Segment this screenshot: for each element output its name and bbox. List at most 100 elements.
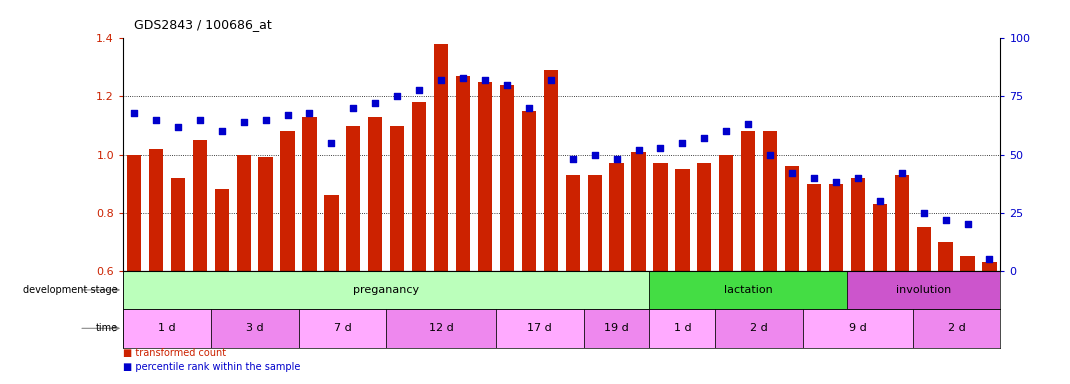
Point xyxy=(213,128,230,134)
Bar xyxy=(544,70,557,271)
Bar xyxy=(807,184,821,271)
Point xyxy=(476,77,493,83)
Point xyxy=(696,135,713,141)
Bar xyxy=(522,111,536,271)
Text: GDS2843 / 100686_at: GDS2843 / 100686_at xyxy=(134,18,272,31)
Bar xyxy=(478,82,492,271)
Point xyxy=(915,210,932,216)
Text: 12 d: 12 d xyxy=(429,323,454,333)
Text: 1 d: 1 d xyxy=(674,323,691,333)
Bar xyxy=(654,163,668,271)
Point xyxy=(367,100,384,106)
Point xyxy=(827,179,844,185)
Point xyxy=(783,170,800,176)
Bar xyxy=(566,175,580,271)
Text: 17 d: 17 d xyxy=(528,323,552,333)
Point xyxy=(718,128,735,134)
Point xyxy=(586,152,603,158)
Point xyxy=(192,117,209,123)
Bar xyxy=(829,184,843,271)
Bar xyxy=(719,155,733,271)
Bar xyxy=(913,309,1000,348)
Point xyxy=(850,175,867,181)
Point xyxy=(893,170,911,176)
Bar xyxy=(982,262,996,271)
Bar xyxy=(434,44,448,271)
Bar xyxy=(123,271,649,309)
Bar xyxy=(675,169,689,271)
Point xyxy=(125,110,142,116)
Bar xyxy=(917,227,931,271)
Point xyxy=(455,75,472,81)
Text: preganancy: preganancy xyxy=(353,285,419,295)
Bar xyxy=(895,175,908,271)
Bar xyxy=(127,155,141,271)
Bar xyxy=(259,157,273,271)
Bar xyxy=(171,178,185,271)
Point xyxy=(388,93,406,99)
Bar xyxy=(584,309,649,348)
Bar xyxy=(299,309,386,348)
Point xyxy=(411,86,428,93)
Bar xyxy=(500,85,514,271)
Point xyxy=(279,112,296,118)
Bar xyxy=(324,195,338,271)
Bar xyxy=(961,256,975,271)
Text: 19 d: 19 d xyxy=(605,323,629,333)
Bar xyxy=(587,175,601,271)
Point xyxy=(148,117,165,123)
Text: 7 d: 7 d xyxy=(334,323,351,333)
Bar xyxy=(785,166,799,271)
Point xyxy=(981,256,998,262)
Bar xyxy=(802,309,913,348)
Bar xyxy=(391,126,404,271)
Text: development stage: development stage xyxy=(24,285,118,295)
Bar xyxy=(742,131,755,271)
Text: 2 d: 2 d xyxy=(948,323,965,333)
Bar xyxy=(631,152,645,271)
Text: 2 d: 2 d xyxy=(750,323,768,333)
Point xyxy=(630,147,647,153)
Point xyxy=(674,140,691,146)
Bar xyxy=(386,309,496,348)
Bar xyxy=(412,102,426,271)
Bar xyxy=(649,271,847,309)
Point xyxy=(235,119,253,125)
Text: involution: involution xyxy=(896,285,951,295)
Text: ■ transformed count: ■ transformed count xyxy=(123,348,226,358)
Bar xyxy=(851,178,865,271)
Point xyxy=(564,156,581,162)
Point xyxy=(762,152,779,158)
Point xyxy=(323,140,340,146)
Bar xyxy=(610,163,624,271)
Bar xyxy=(303,117,317,271)
Bar xyxy=(215,189,229,271)
Bar xyxy=(649,309,716,348)
Point xyxy=(520,105,537,111)
Point xyxy=(169,124,186,130)
Point xyxy=(739,121,756,127)
Point xyxy=(432,77,449,83)
Bar xyxy=(149,149,163,271)
Point xyxy=(257,117,274,123)
Bar xyxy=(456,76,470,271)
Text: lactation: lactation xyxy=(723,285,773,295)
Point xyxy=(871,198,888,204)
Point xyxy=(652,144,669,151)
Text: 3 d: 3 d xyxy=(246,323,263,333)
Bar xyxy=(698,163,712,271)
Text: 1 d: 1 d xyxy=(158,323,175,333)
Bar xyxy=(211,309,299,348)
Point xyxy=(608,156,625,162)
Bar xyxy=(873,204,887,271)
Bar xyxy=(847,271,1000,309)
Text: time: time xyxy=(95,323,118,333)
Bar xyxy=(763,131,777,271)
Bar xyxy=(236,155,250,271)
Point xyxy=(959,221,976,227)
Bar xyxy=(496,309,584,348)
Bar xyxy=(123,309,211,348)
Point xyxy=(345,105,362,111)
Point xyxy=(542,77,560,83)
Point xyxy=(806,175,823,181)
